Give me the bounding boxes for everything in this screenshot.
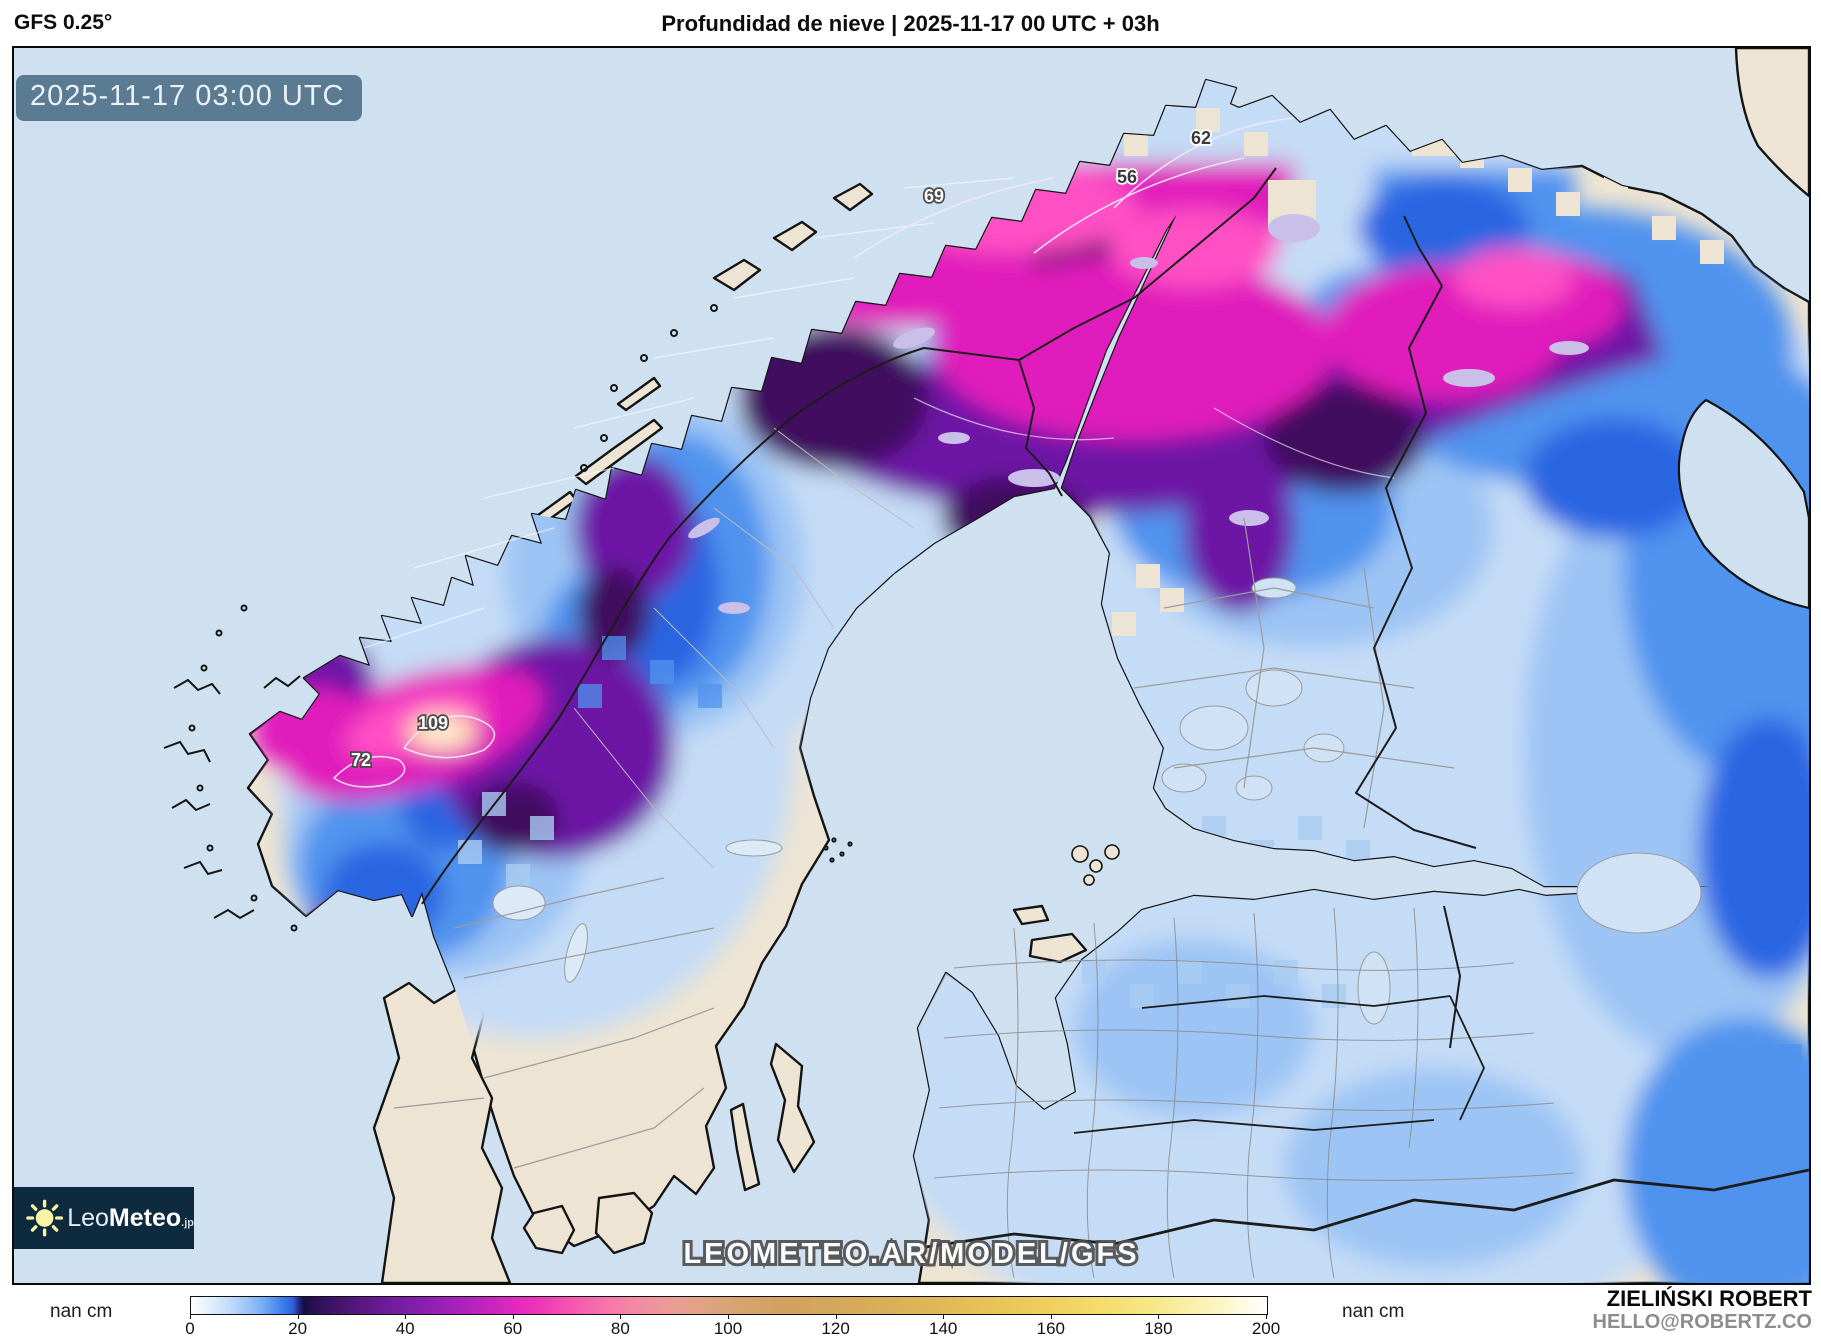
credit-email: HELLO@ROBERTZ.CO	[1592, 1311, 1813, 1333]
colorbar-tick-label: 120	[821, 1319, 850, 1337]
contour-label: 109	[418, 713, 448, 733]
colorbar-tick-label: 80	[610, 1319, 630, 1337]
colorbar	[190, 1296, 1268, 1315]
timestamp-badge: 2025-11-17 03:00 UTC	[16, 75, 363, 121]
colorbar-tick	[512, 1314, 514, 1319]
colorbar-tick	[835, 1314, 837, 1319]
colorbar-tick-label: 140	[929, 1319, 958, 1337]
colorbar-tick-label: 20	[288, 1319, 308, 1337]
colorbar-tick	[190, 1314, 191, 1319]
logo-wordmark: LeoMeteo.jp	[67, 1203, 194, 1232]
islands-troms-senja	[712, 182, 874, 292]
leometeo-logo: LeoMeteo.jp	[14, 1187, 194, 1249]
contour-label: 56	[1117, 167, 1137, 187]
contour-label: 72	[351, 750, 371, 770]
colorbar-tick	[943, 1314, 945, 1319]
aland-islands	[1071, 844, 1120, 886]
colorbar-tick-label: 40	[395, 1319, 415, 1337]
colorbar-tick	[1158, 1314, 1160, 1319]
island-oland	[729, 1102, 761, 1192]
colorbar-tick-label: 0	[185, 1319, 195, 1337]
watermark: LEOMETEO.AR/MODEL/GFS LEOMETEO.AR/MODEL/G…	[680, 1235, 1140, 1273]
island-fyn	[522, 1204, 576, 1255]
contour-label: 62	[1191, 128, 1211, 148]
colorbar-unit-right: nan cm	[1342, 1301, 1405, 1322]
contour-value-labels: 62 56 69 109 72	[349, 126, 1213, 772]
colorbar-tick	[1266, 1314, 1267, 1319]
map-canvas: 62 56 69 109 72 2025-11-17 03:00 UTC LeoMete…	[12, 46, 1811, 1285]
contour-label: 69	[924, 186, 944, 206]
land-corner-barents	[1734, 48, 1809, 198]
map-svg: 62 56 69 109 72	[14, 48, 1809, 1283]
sun-icon	[26, 1199, 64, 1237]
island-saaremaa	[1028, 932, 1088, 964]
national-borders	[421, 167, 1809, 1250]
colorbar-tick	[728, 1314, 729, 1319]
skerries-coast-texture	[163, 304, 853, 932]
colorbar-tick	[405, 1314, 407, 1319]
colorbar-unit-left: nan cm	[50, 1301, 113, 1322]
page-title: Profundidad de nieve | 2025-11-17 00 UTC…	[661, 11, 1160, 36]
island-gotland	[769, 1042, 816, 1174]
white-sea	[1677, 398, 1809, 610]
regional-borders	[363, 177, 1575, 1279]
colorbar-tick	[1050, 1314, 1052, 1319]
snow-contours	[332, 117, 1295, 788]
model-tag: GFS 0.25°	[14, 11, 113, 34]
colorbar-tick-label: 60	[503, 1319, 523, 1337]
colorbar-tick-label: 100	[713, 1319, 743, 1337]
colorbar-tick	[297, 1314, 299, 1319]
colorbar-tick-label: 180	[1144, 1319, 1173, 1337]
colorbar-tick-label: 200	[1251, 1319, 1281, 1337]
colorbar-tick	[620, 1314, 622, 1319]
island-zealand	[594, 1191, 654, 1255]
colorbar-tick-label: 160	[1036, 1319, 1065, 1337]
island-hiiumaa	[1012, 904, 1050, 926]
credit-author: ZIELIŃSKI ROBERT	[1606, 1286, 1812, 1311]
